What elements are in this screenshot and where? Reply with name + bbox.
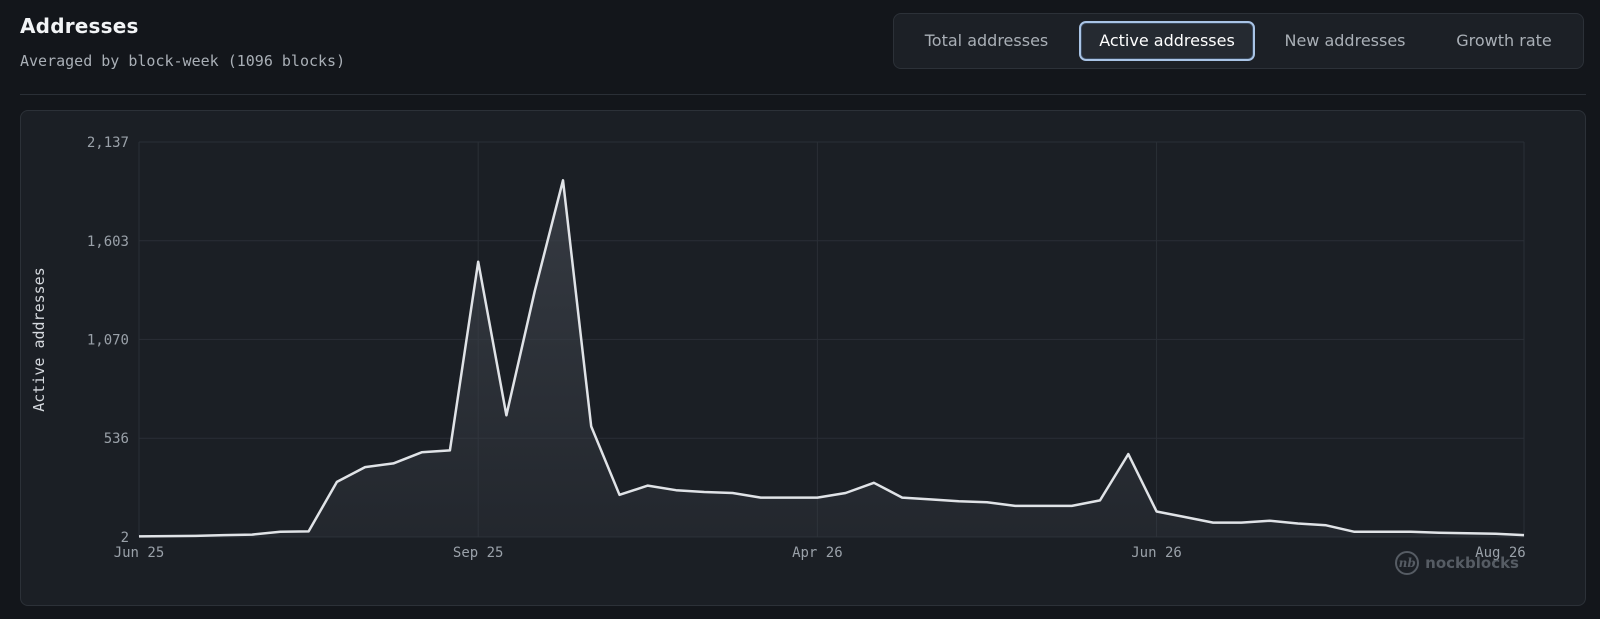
x-tick-label: Jun 25 xyxy=(114,545,165,561)
tab-growth-rate[interactable]: Growth rate xyxy=(1456,31,1552,50)
y-tick-label: 2 xyxy=(121,530,129,546)
header-divider xyxy=(20,94,1586,95)
brand-watermark: nb nockblocks xyxy=(1395,551,1519,575)
y-tick-label: 1,603 xyxy=(87,234,129,250)
y-axis-ticks: 2 536 1,070 1,603 2,137 xyxy=(87,135,129,546)
nb-logo-icon: nb xyxy=(1395,551,1420,575)
chart-header: Addresses Averaged by block-week (1096 b… xyxy=(20,14,345,70)
page-subtitle: Averaged by block-week (1096 blocks) xyxy=(20,52,346,70)
chart-panel: 2 536 1,070 1,603 2,137 Jun 25 Sep 25 Apr 26 Ju… xyxy=(20,110,1586,606)
y-tick-label: 1,070 xyxy=(87,332,129,348)
metric-tabs: Total addresses Active addresses New add… xyxy=(893,13,1584,69)
area-fill xyxy=(139,180,1524,538)
y-tick-label: 536 xyxy=(104,431,129,447)
tab-active-addresses[interactable]: Active addresses xyxy=(1079,21,1255,61)
y-axis-label: Active addresses xyxy=(30,267,48,412)
y-tick-label: 2,137 xyxy=(87,135,129,151)
x-axis-ticks: Jun 25 Sep 25 Apr 26 Jun 26 Aug 26 xyxy=(114,545,1526,561)
x-tick-label: Aug 26 xyxy=(1475,545,1526,561)
tab-new-addresses[interactable]: New addresses xyxy=(1284,31,1406,50)
brand-name: nockblocks xyxy=(1425,554,1519,572)
x-tick-label: Sep 25 xyxy=(453,545,504,561)
x-tick-label: Apr 26 xyxy=(792,545,843,561)
page-title: Addresses xyxy=(20,14,139,38)
tab-total-addresses[interactable]: Total addresses xyxy=(924,31,1049,50)
series-line xyxy=(138,179,1525,538)
x-tick-label: Jun 26 xyxy=(1131,545,1182,561)
